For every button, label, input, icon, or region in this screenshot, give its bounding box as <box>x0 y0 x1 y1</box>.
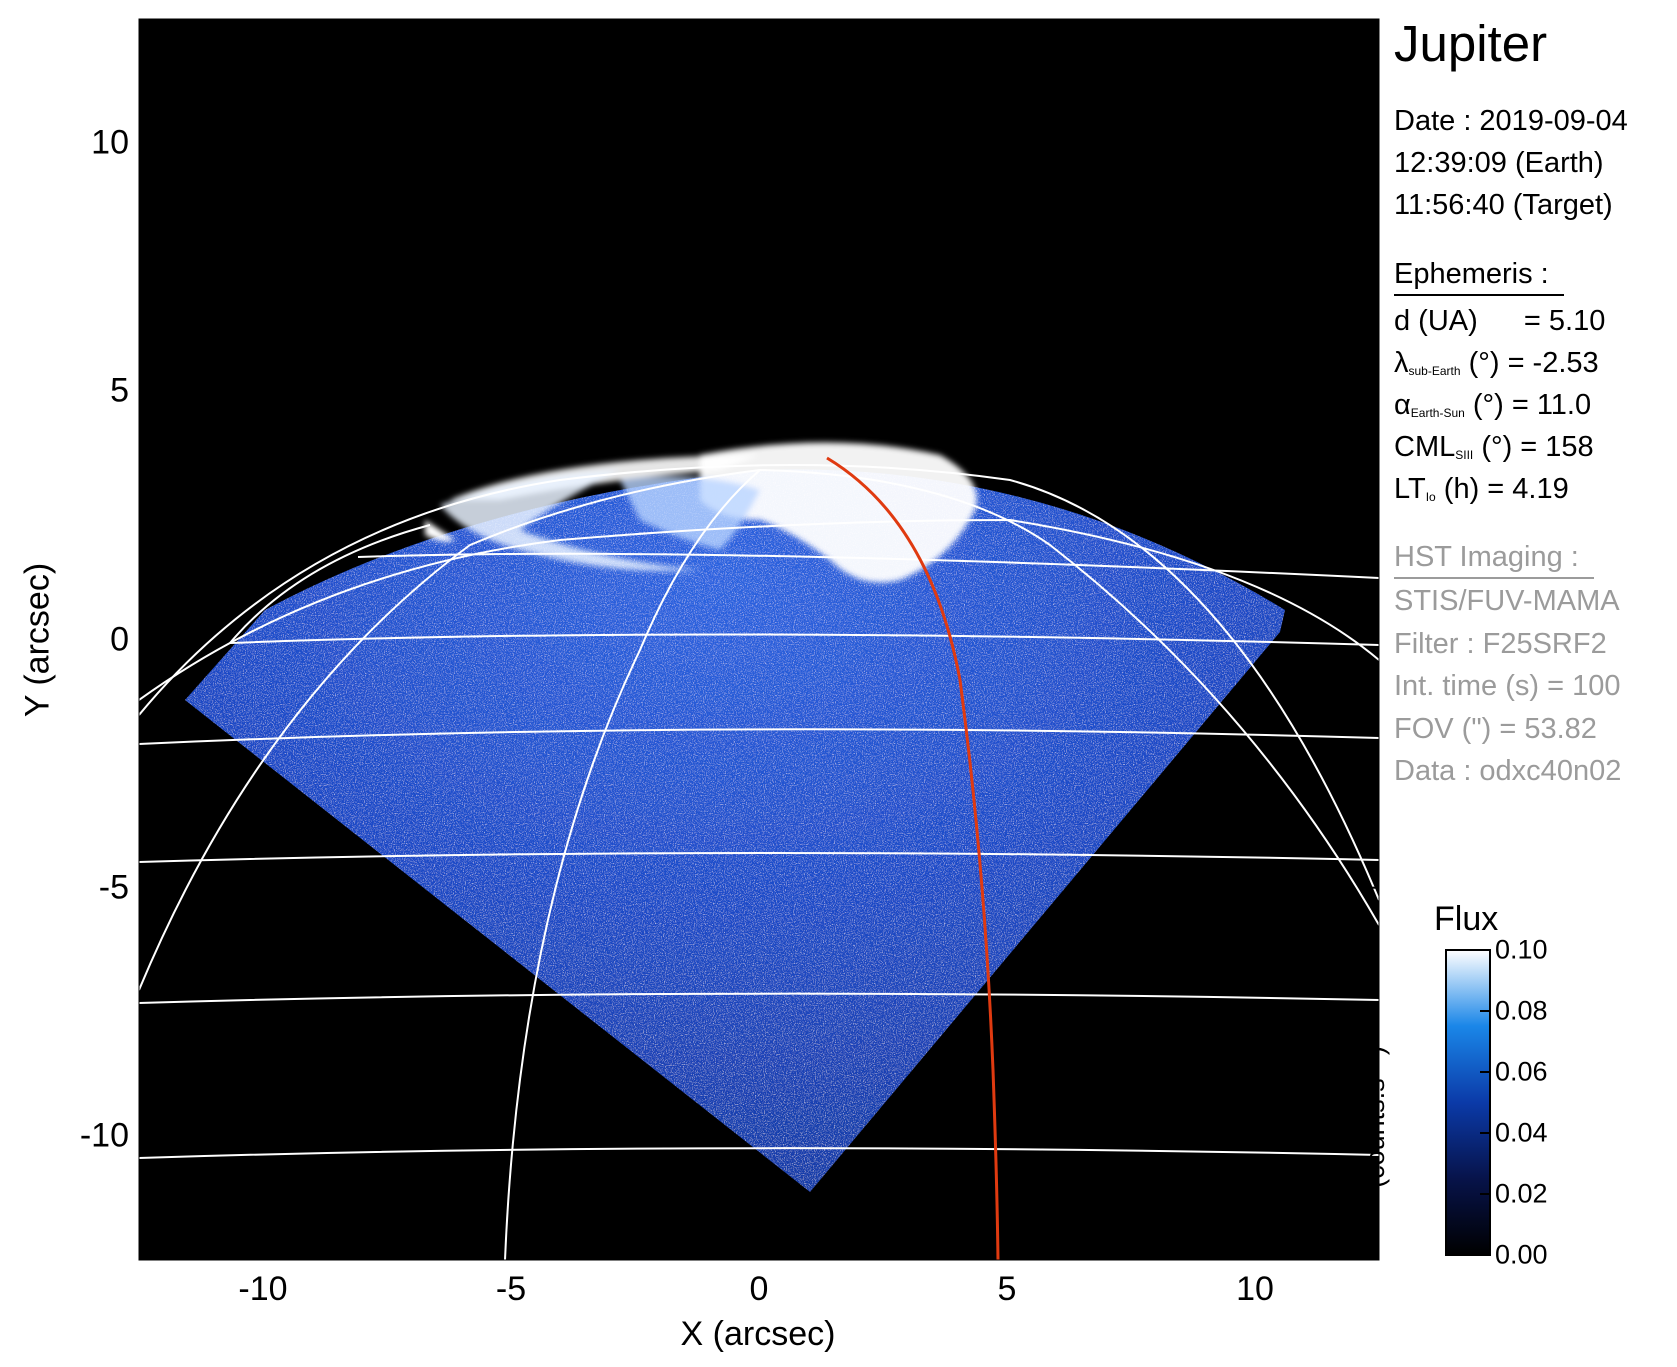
emission-region <box>185 469 1285 1192</box>
ephemeris-lt: LTIo (h) = 4.19 <box>1394 473 1569 506</box>
cml-subscript: SIII <box>1455 448 1474 462</box>
ephemeris-cml: CMLSIII (°) = 158 <box>1394 431 1594 464</box>
x-tick-label: -10 <box>238 1270 288 1308</box>
latitude-line <box>139 728 1379 745</box>
y-tick-label: -10 <box>79 1116 129 1155</box>
target-title: Jupiter <box>1394 15 1548 72</box>
latitude-line <box>139 992 1379 1004</box>
x-tick-label: 0 <box>749 1270 769 1308</box>
colorbar-tick-label: 0.10 <box>1495 934 1548 965</box>
colorbar-gradient <box>1445 949 1491 1256</box>
latitude-line <box>357 552 1379 579</box>
limb <box>139 464 1379 901</box>
target-time: 11:56:40 (Target) <box>1394 189 1613 221</box>
date-line: Date : 2019-09-04 <box>1394 105 1628 137</box>
alpha-value: (°) = 11.0 <box>1472 389 1592 421</box>
x-tick-label: -5 <box>495 1270 527 1308</box>
y-tick-label: 10 <box>91 123 129 162</box>
ephemeris-alpha: αEarth-Sun (°) = 11.0 <box>1394 389 1591 422</box>
hst-int-time: Int. time (s) = 100 <box>1394 670 1621 702</box>
y-tick-label: 0 <box>110 620 129 658</box>
hst-underline <box>1394 577 1594 579</box>
ephemeris-lambda: λsub-Earth (°) = -2.53 <box>1394 347 1599 380</box>
auroral-oval <box>425 442 977 583</box>
latlon-grid <box>139 464 1379 1260</box>
y-axis-title: Y (arcsec) <box>18 562 57 718</box>
ephemeris-distance: d (UA) = 5.10 <box>1394 305 1605 338</box>
colorbar-tick-label: 0.08 <box>1495 995 1548 1026</box>
ephemeris-underline <box>1394 294 1564 296</box>
alpha-symbol: α <box>1394 389 1411 421</box>
lt-subscript: Io <box>1425 490 1436 504</box>
y-tick-label: -5 <box>98 868 129 907</box>
central-meridian <box>826 456 1000 1260</box>
hst-data: Data : odxc40n02 <box>1394 755 1622 787</box>
latitude-line <box>139 851 1379 863</box>
x-axis-title: X (arcsec) <box>680 1315 836 1353</box>
lambda-symbol: λ <box>1394 347 1409 379</box>
y-tick-label: 5 <box>110 371 129 410</box>
hst-fov: FOV (") = 53.82 <box>1394 713 1597 745</box>
lambda-value: (°) = -2.53 <box>1468 347 1599 379</box>
longitude-line <box>504 469 761 1260</box>
hst-instrument: STIS/FUV-MAMA <box>1394 585 1620 617</box>
colorbar-title: Flux <box>1434 900 1499 938</box>
hst-header: HST Imaging : <box>1394 541 1579 573</box>
colorbar-tick-label: 0.04 <box>1495 1117 1548 1148</box>
cml-value: (°) = 158 <box>1481 431 1594 463</box>
ephemeris-header: Ephemeris : <box>1394 258 1549 290</box>
lambda-subscript: sub-Earth <box>1408 364 1461 378</box>
latitude-line <box>139 1147 1379 1159</box>
earth-time: 12:39:09 (Earth) <box>1394 147 1604 179</box>
colorbar-unit: (counts.s⁻¹) <box>1360 1046 1390 1188</box>
longitude-line <box>229 524 431 644</box>
colorbar-tick-label: 0.02 <box>1495 1178 1548 1209</box>
longitude-line <box>759 469 1379 926</box>
lt-symbol: LT <box>1394 473 1426 505</box>
lt-value: (h) = 4.19 <box>1443 473 1569 505</box>
latitude-line <box>139 518 1379 701</box>
colorbar-tick-label: 0.00 <box>1495 1239 1548 1270</box>
colorbar-tick-label: 0.06 <box>1495 1056 1548 1087</box>
info-panel: Jupiter Date : 2019-09-04 12:39:09 (Eart… <box>1394 0 1677 1367</box>
distance-label: d (UA) <box>1394 305 1478 337</box>
alpha-subscript: Earth-Sun <box>1410 406 1465 420</box>
latitude-line <box>229 633 1379 646</box>
distance-value: = 5.10 <box>1523 305 1606 337</box>
x-tick-label: 5 <box>997 1270 1017 1308</box>
x-tick-label: 10 <box>1236 1270 1274 1308</box>
longitude-line <box>139 469 761 991</box>
cml-symbol: CML <box>1394 431 1456 463</box>
hst-filter: Filter : F25SRF2 <box>1394 628 1607 660</box>
